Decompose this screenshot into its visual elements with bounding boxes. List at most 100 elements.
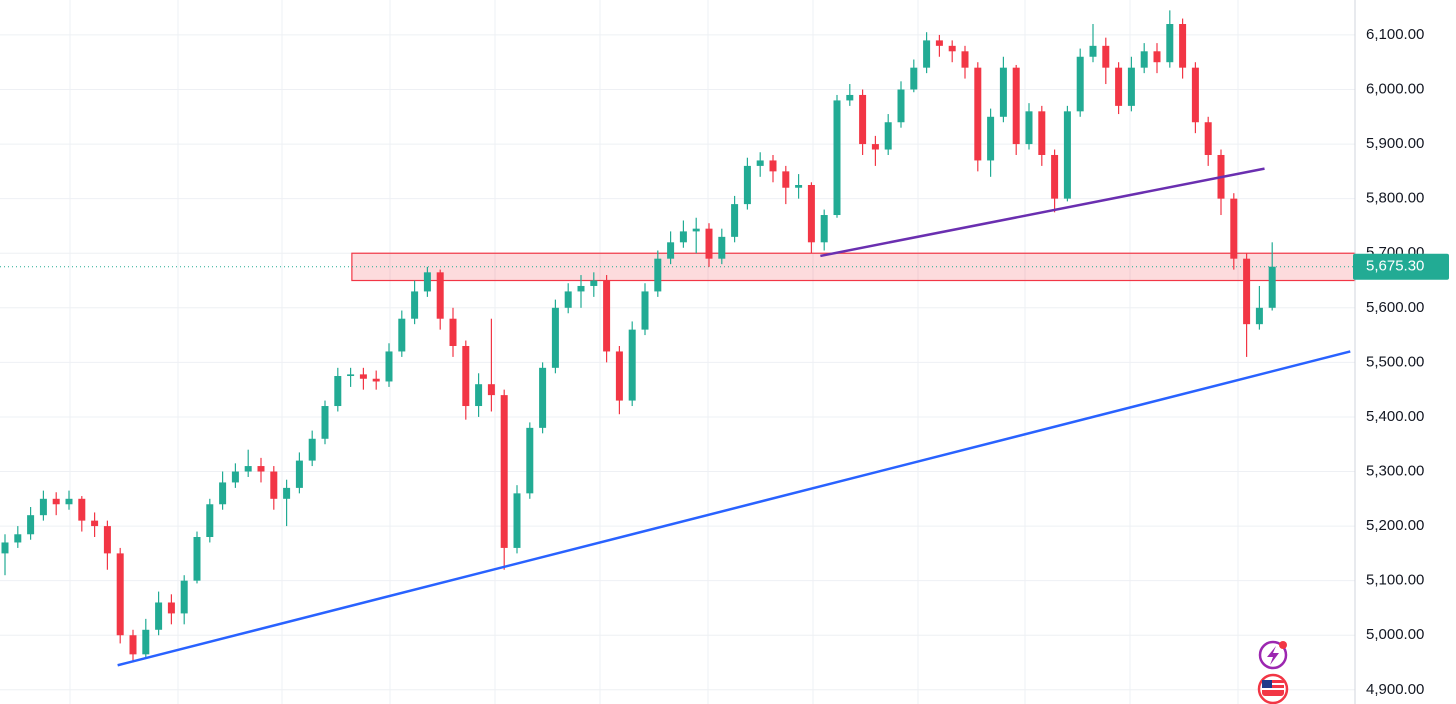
candle-body <box>590 280 598 286</box>
candle-body <box>769 160 777 172</box>
candle-body <box>935 40 943 46</box>
candle-body <box>1089 45 1097 57</box>
candle-body <box>603 280 611 352</box>
candle-body <box>999 67 1007 117</box>
candle-body <box>1230 198 1238 259</box>
candle-body <box>359 374 367 379</box>
candle-body <box>910 67 918 90</box>
candle-body <box>1102 45 1110 68</box>
last-price-label: 5,675.30 <box>1366 258 1424 275</box>
candle-body <box>1204 122 1212 155</box>
candle-body <box>206 504 214 538</box>
y-tick-label: 5,600.00 <box>1366 299 1424 316</box>
candle-body <box>1076 56 1084 112</box>
y-tick-label: 5,000.00 <box>1366 626 1424 643</box>
candle-body <box>180 580 188 614</box>
y-tick-label: 5,800.00 <box>1366 190 1424 207</box>
last-price-box <box>1353 253 1449 280</box>
candle-body <box>667 242 675 259</box>
candle-body <box>833 100 841 216</box>
candle-body <box>1255 307 1263 325</box>
candle-body <box>974 67 982 161</box>
candle-body <box>487 384 495 396</box>
candle-body <box>91 520 99 527</box>
candle-body <box>782 171 790 188</box>
candle-body <box>155 602 163 630</box>
flag-icon[interactable] <box>1257 673 1289 704</box>
candle-body <box>347 374 355 377</box>
candle-body <box>1268 266 1276 308</box>
candle-body <box>167 602 175 614</box>
candle-body <box>65 498 73 505</box>
candle-body <box>475 384 483 407</box>
candle-body <box>615 351 623 401</box>
candle-body <box>385 351 393 382</box>
candle-body <box>283 487 291 499</box>
candle-body <box>1038 111 1046 155</box>
candle-body <box>692 228 700 232</box>
support-zone <box>351 252 1356 282</box>
candle-body <box>731 204 739 237</box>
candle-body <box>372 378 380 382</box>
candle-body <box>462 345 470 407</box>
candle-body <box>705 228 713 259</box>
candle-body <box>449 318 457 346</box>
candle-body <box>231 471 239 483</box>
candle-body <box>244 466 252 472</box>
candle-body <box>807 185 815 243</box>
candle-body <box>219 482 227 505</box>
candle-body <box>1166 24 1174 63</box>
candle-body <box>1243 258 1251 325</box>
candle-body <box>116 553 124 636</box>
candle-body <box>756 160 764 166</box>
candle-body <box>423 272 431 292</box>
candle-body <box>500 395 508 548</box>
candles <box>1 10 1276 663</box>
candle-body <box>897 89 905 123</box>
candle-body <box>679 231 687 243</box>
candle-body <box>193 537 201 581</box>
candle-body <box>1051 154 1059 199</box>
zone-layer <box>0 252 1356 282</box>
candle-body <box>551 307 559 368</box>
candle-body <box>641 291 649 330</box>
candle-body <box>321 406 329 439</box>
candle-body <box>846 94 854 101</box>
candle-body <box>1115 67 1123 106</box>
candle-body <box>923 40 931 68</box>
candle-body <box>270 471 278 499</box>
candle-body <box>577 285 585 292</box>
lightning-icon[interactable] <box>1258 640 1288 670</box>
candle-body <box>628 329 636 401</box>
flag-stripe <box>1262 688 1284 690</box>
candle-body <box>820 215 828 243</box>
y-tick-label: 5,500.00 <box>1366 353 1424 370</box>
flag-canton <box>1262 680 1272 688</box>
candle-body <box>1127 67 1135 106</box>
candle-body <box>1 542 9 554</box>
candle-body <box>654 258 662 292</box>
candle-body <box>743 165 751 205</box>
candle-body <box>871 144 879 150</box>
candle-body <box>27 515 35 535</box>
y-tick-label: 6,100.00 <box>1366 26 1424 43</box>
candle-body <box>1025 111 1033 145</box>
candle-body <box>1012 67 1020 145</box>
grid <box>0 34 1355 691</box>
candle-body <box>526 427 534 494</box>
candle-body <box>257 466 265 472</box>
candle-body <box>564 291 572 308</box>
icon-badge <box>1279 641 1287 649</box>
candle-body <box>859 94 867 145</box>
y-tick-label: 5,400.00 <box>1366 408 1424 425</box>
candle-body <box>1063 111 1071 199</box>
candle-body <box>539 367 547 428</box>
candle-body <box>78 498 86 521</box>
candle-body <box>961 51 969 68</box>
y-tick-label: 4,900.00 <box>1366 681 1424 698</box>
icon-bolt <box>1267 646 1279 665</box>
candle-body <box>52 498 60 505</box>
candle-body <box>795 185 803 188</box>
y-tick-label: 5,900.00 <box>1366 135 1424 152</box>
